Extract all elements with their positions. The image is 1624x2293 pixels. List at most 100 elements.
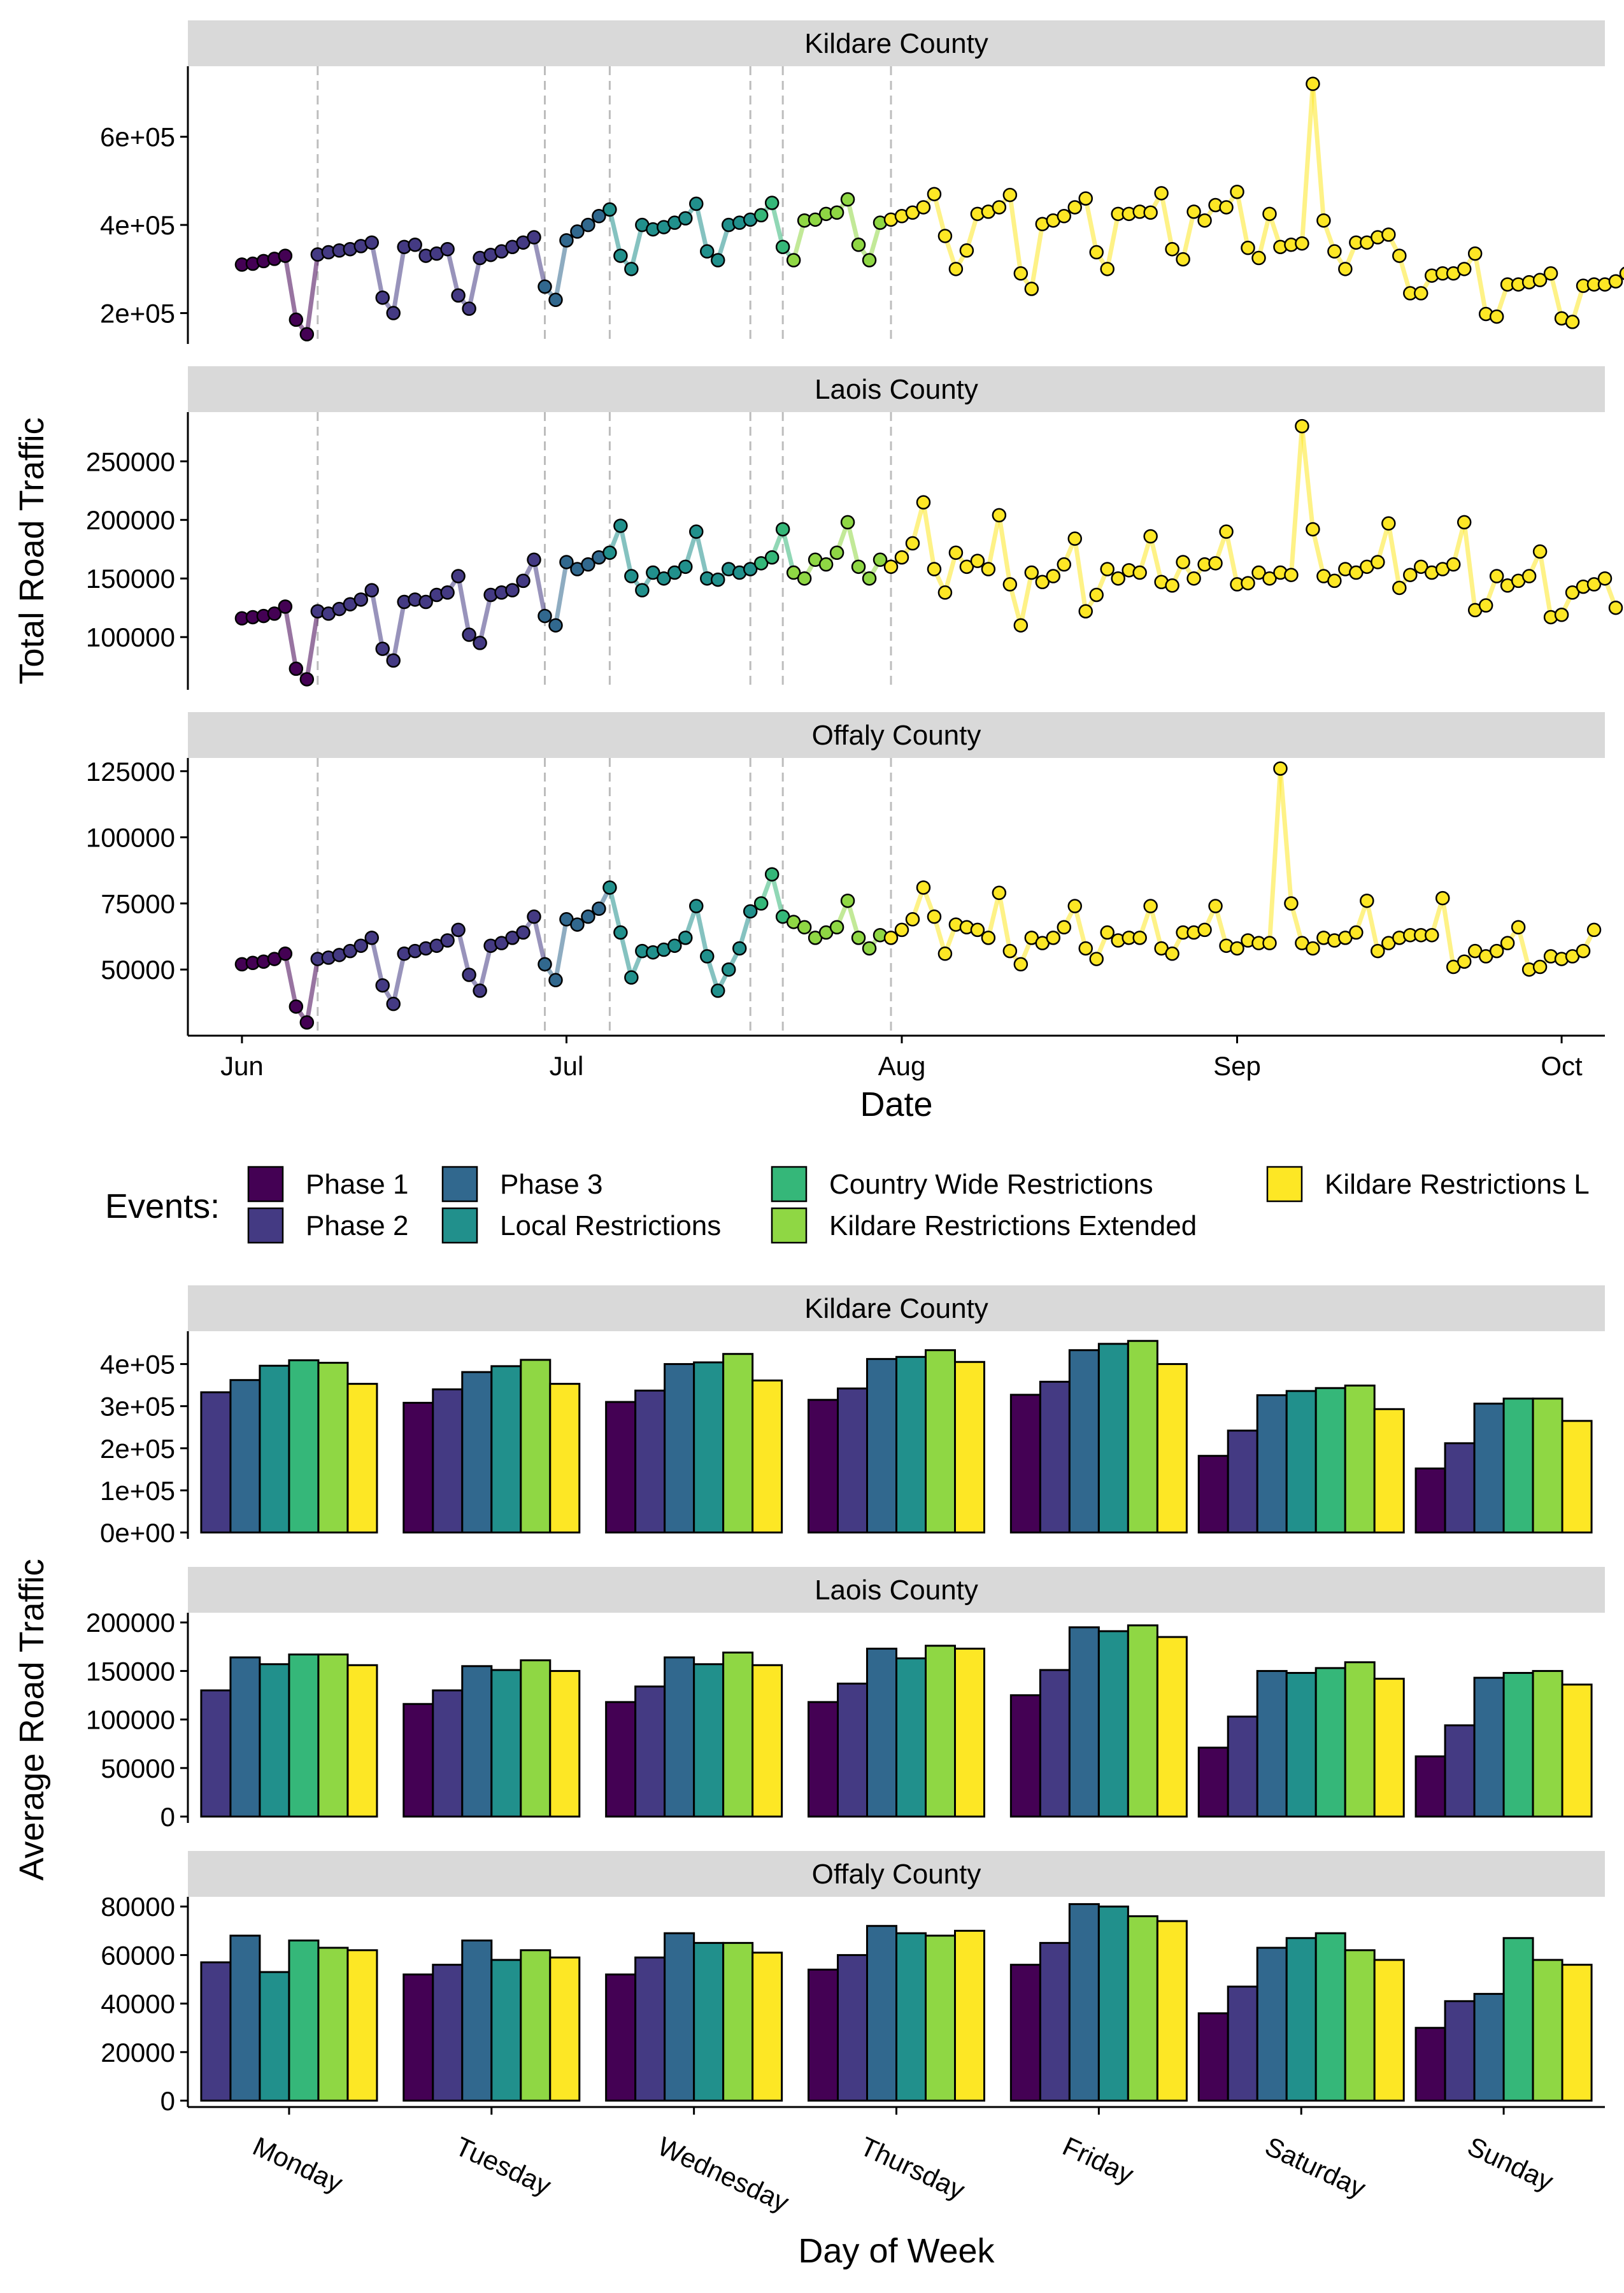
series-line-segment: [369, 935, 385, 988]
data-point: [786, 253, 801, 268]
series-line-segment: [1018, 570, 1034, 628]
bar: [808, 1399, 839, 1534]
series-line-segment: [932, 192, 948, 238]
data-point: [1597, 571, 1613, 586]
data-point: [992, 200, 1007, 215]
bar: [1314, 1387, 1346, 1534]
bar: [1561, 1683, 1593, 1818]
y-tick-label: 6e+05: [100, 122, 175, 152]
bar: [259, 1971, 290, 2102]
data-point: [1511, 920, 1526, 935]
data-point: [1089, 587, 1104, 603]
data-point: [829, 205, 844, 220]
data-point: [1241, 240, 1255, 255]
data-point: [505, 583, 520, 597]
data-point: [386, 996, 401, 1011]
series-line-segment: [1386, 521, 1402, 590]
series-line-segment: [1451, 520, 1467, 567]
bar: [402, 1401, 434, 1534]
data-point: [862, 941, 877, 956]
panel-strip-label: Offaly County: [812, 1859, 981, 1890]
series-line-segment: [1235, 189, 1251, 250]
bar: [461, 1939, 493, 2102]
data-point: [1186, 204, 1201, 219]
bar: [1256, 1669, 1288, 1818]
data-point: [786, 565, 801, 580]
legend-label: Kildare Restrictions Extended: [829, 1210, 1197, 1241]
data-point: [1435, 890, 1450, 906]
y-tick-label: 250000: [86, 446, 175, 476]
data-point: [1306, 522, 1320, 537]
bar: [634, 1389, 666, 1534]
bar: [1156, 1920, 1188, 2102]
data-point: [1262, 206, 1277, 222]
bar: [520, 1949, 552, 2102]
data-point: [624, 569, 639, 583]
panel-strip: [188, 1851, 1605, 1897]
data-point: [570, 224, 585, 239]
data-point: [451, 922, 466, 938]
bar: [1561, 1420, 1593, 1534]
bar: [1414, 2027, 1446, 2102]
legend-label: Kildare Restrictions L: [1325, 1169, 1590, 1200]
series-line-segment: [1516, 925, 1532, 972]
y-tick-label: 0: [160, 2086, 175, 2116]
series-line-segment: [1299, 82, 1315, 246]
bar: [1097, 1630, 1129, 1818]
data-point: [473, 983, 487, 998]
x-axis-title: Date: [860, 1085, 932, 1124]
legend-swatch: [441, 1207, 478, 1244]
data-point: [992, 885, 1007, 901]
legend-label: Country Wide Restrictions: [829, 1169, 1153, 1200]
data-point: [624, 970, 639, 985]
y-axis-title: Average Road Traffic: [13, 1559, 51, 1880]
data-point: [894, 550, 909, 565]
series-line-segment: [780, 527, 796, 575]
data-point: [1371, 555, 1385, 569]
data-point: [527, 552, 541, 568]
bar: [229, 1379, 261, 1534]
data-point: [1586, 922, 1602, 938]
data-point: [1035, 575, 1050, 590]
data-point: [288, 661, 304, 676]
data-point: [1327, 244, 1342, 259]
bar: [520, 1659, 552, 1818]
series-line-segment: [1537, 549, 1553, 620]
data-point: [1295, 418, 1309, 434]
data-point: [851, 238, 866, 252]
data-point: [1219, 524, 1234, 539]
data-point: [364, 583, 379, 597]
data-point: [678, 211, 693, 226]
data-point: [1251, 250, 1266, 266]
data-point: [1100, 262, 1115, 276]
data-point: [1349, 925, 1364, 940]
legend-swatch: [1266, 1166, 1303, 1203]
data-point: [278, 946, 293, 961]
data-point: [581, 557, 595, 572]
series-line-segment: [1310, 82, 1326, 223]
x-tick-label: Jul: [550, 1051, 584, 1081]
bar: [895, 1355, 927, 1534]
series-line-segment: [1072, 536, 1088, 614]
bar: [1532, 1959, 1563, 2102]
y-tick-label: 75000: [101, 889, 175, 918]
y-tick-label: 4e+05: [100, 210, 175, 240]
data-point: [1338, 262, 1353, 276]
data-point: [743, 562, 758, 576]
series-line-segment: [1548, 271, 1564, 321]
bar: [954, 1647, 985, 1818]
legend-label: Phase 3: [500, 1169, 602, 1200]
y-tick-label: 1e+05: [100, 1476, 175, 1506]
bar: [751, 1379, 783, 1534]
bar: [722, 1651, 754, 1818]
data-point: [527, 230, 541, 245]
bar: [1502, 1397, 1534, 1534]
panel-strip-label: Laois County: [815, 374, 978, 405]
data-point: [775, 522, 790, 537]
series-line-segment: [607, 885, 623, 935]
data-point: [1284, 568, 1299, 582]
series-line-segment: [391, 245, 407, 316]
x-tick-label: Saturday: [1260, 2131, 1370, 2204]
bar: [1414, 1755, 1446, 1818]
series-line-segment: [532, 914, 547, 967]
